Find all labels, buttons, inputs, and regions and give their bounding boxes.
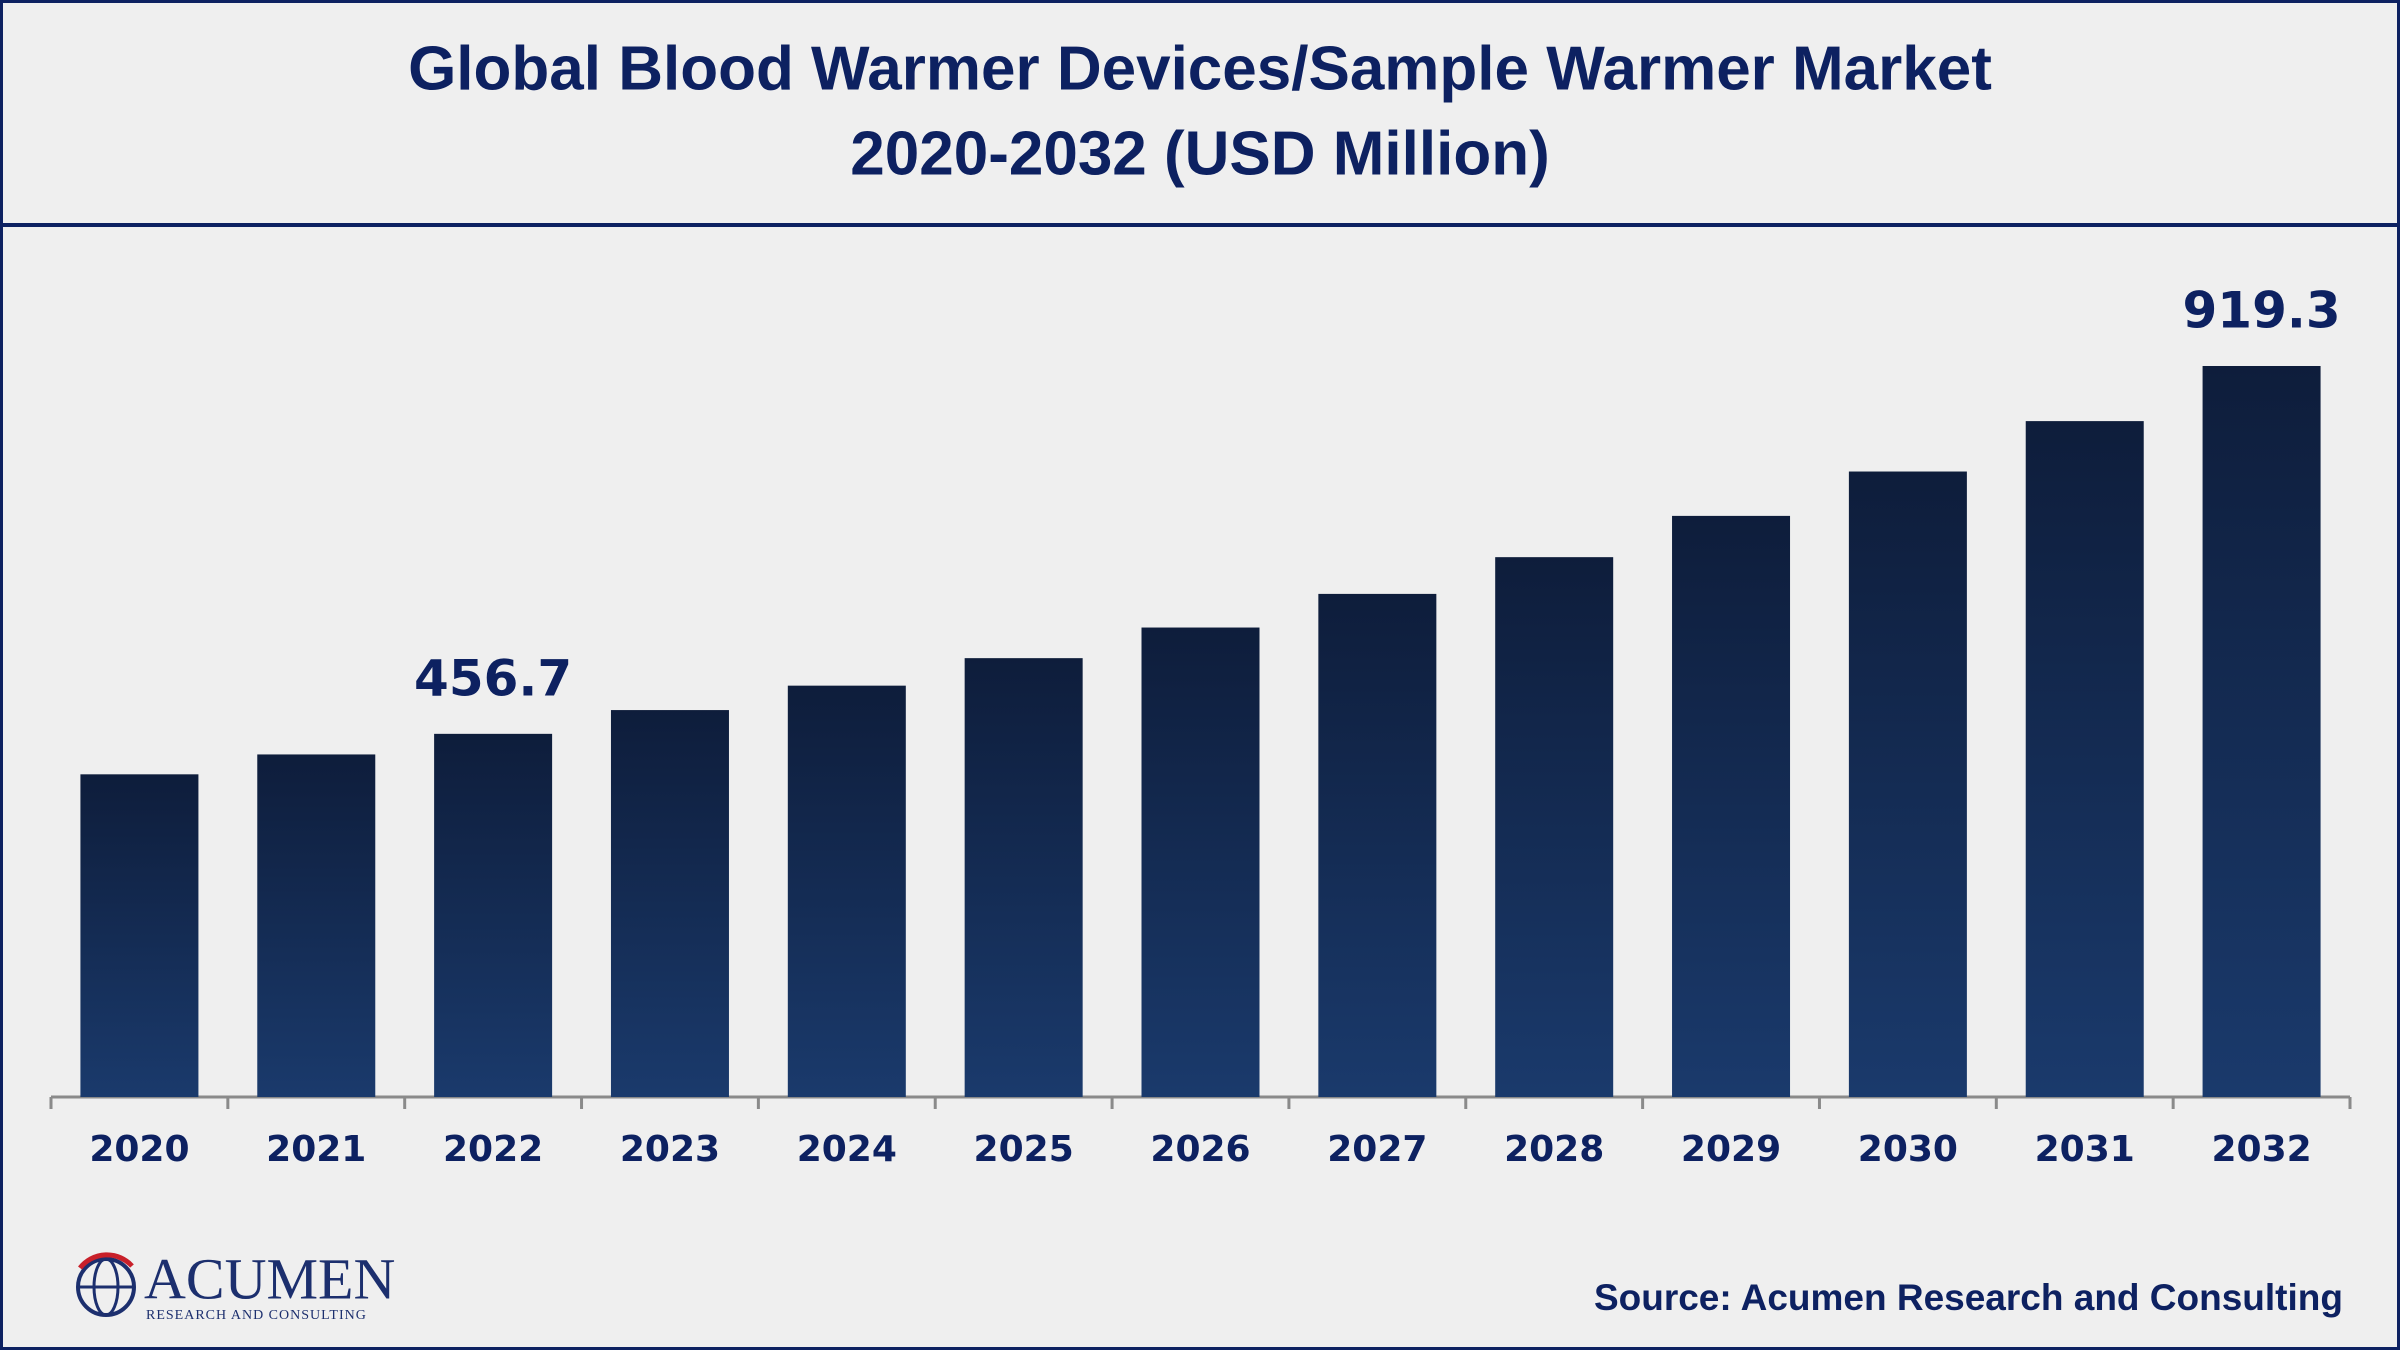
bar	[1672, 515, 1791, 1097]
x-tick-label: 2026	[1150, 1129, 1250, 1170]
x-tick-label: 2032	[2211, 1129, 2311, 1170]
bar	[1495, 557, 1614, 1097]
bar	[257, 754, 376, 1097]
bar	[964, 658, 1083, 1097]
logo-arc	[78, 1252, 134, 1270]
source-note: Source: Acumen Research and Consulting	[1594, 1277, 2343, 1318]
x-tick-label: 2025	[974, 1129, 1074, 1170]
chart-title: Global Blood Warmer Devices/Sample Warme…	[408, 34, 1992, 103]
x-tick-label: 2028	[1504, 1129, 1604, 1170]
bar	[2025, 421, 2144, 1097]
x-tick-label: 2027	[1327, 1129, 1427, 1170]
bar	[2202, 366, 2321, 1097]
x-tick-label: 2020	[89, 1129, 189, 1170]
x-tick-label: 2023	[620, 1129, 720, 1170]
logo-tagline: RESEARCH AND CONSULTING	[146, 1308, 367, 1323]
bar	[1318, 593, 1437, 1097]
logo-name: ACUMEN	[144, 1246, 395, 1311]
x-tick-label: 2031	[2035, 1129, 2135, 1170]
plot-area: 2020 2021 2022 456.7 2023 2024 2025 2026 2027 202…	[49, 282, 2352, 1170]
x-tick-label: 2024	[797, 1129, 897, 1170]
data-label: 919.3	[2182, 282, 2340, 340]
data-label: 456.7	[414, 649, 572, 707]
bar	[80, 774, 199, 1097]
bar	[1141, 627, 1260, 1097]
logo: ACUMEN RESEARCH AND CONSULTING	[76, 1246, 395, 1323]
bar	[610, 710, 729, 1097]
x-tick-label: 2030	[1858, 1129, 1958, 1170]
x-tick-label: 2021	[266, 1129, 366, 1170]
x-tick-label: 2029	[1681, 1129, 1781, 1170]
x-tick-label: 2022	[443, 1129, 543, 1170]
bar	[434, 733, 553, 1097]
chart-subtitle: 2020-2032 (USD Million)	[850, 119, 1549, 188]
bar	[787, 685, 906, 1097]
bar	[1848, 471, 1967, 1097]
